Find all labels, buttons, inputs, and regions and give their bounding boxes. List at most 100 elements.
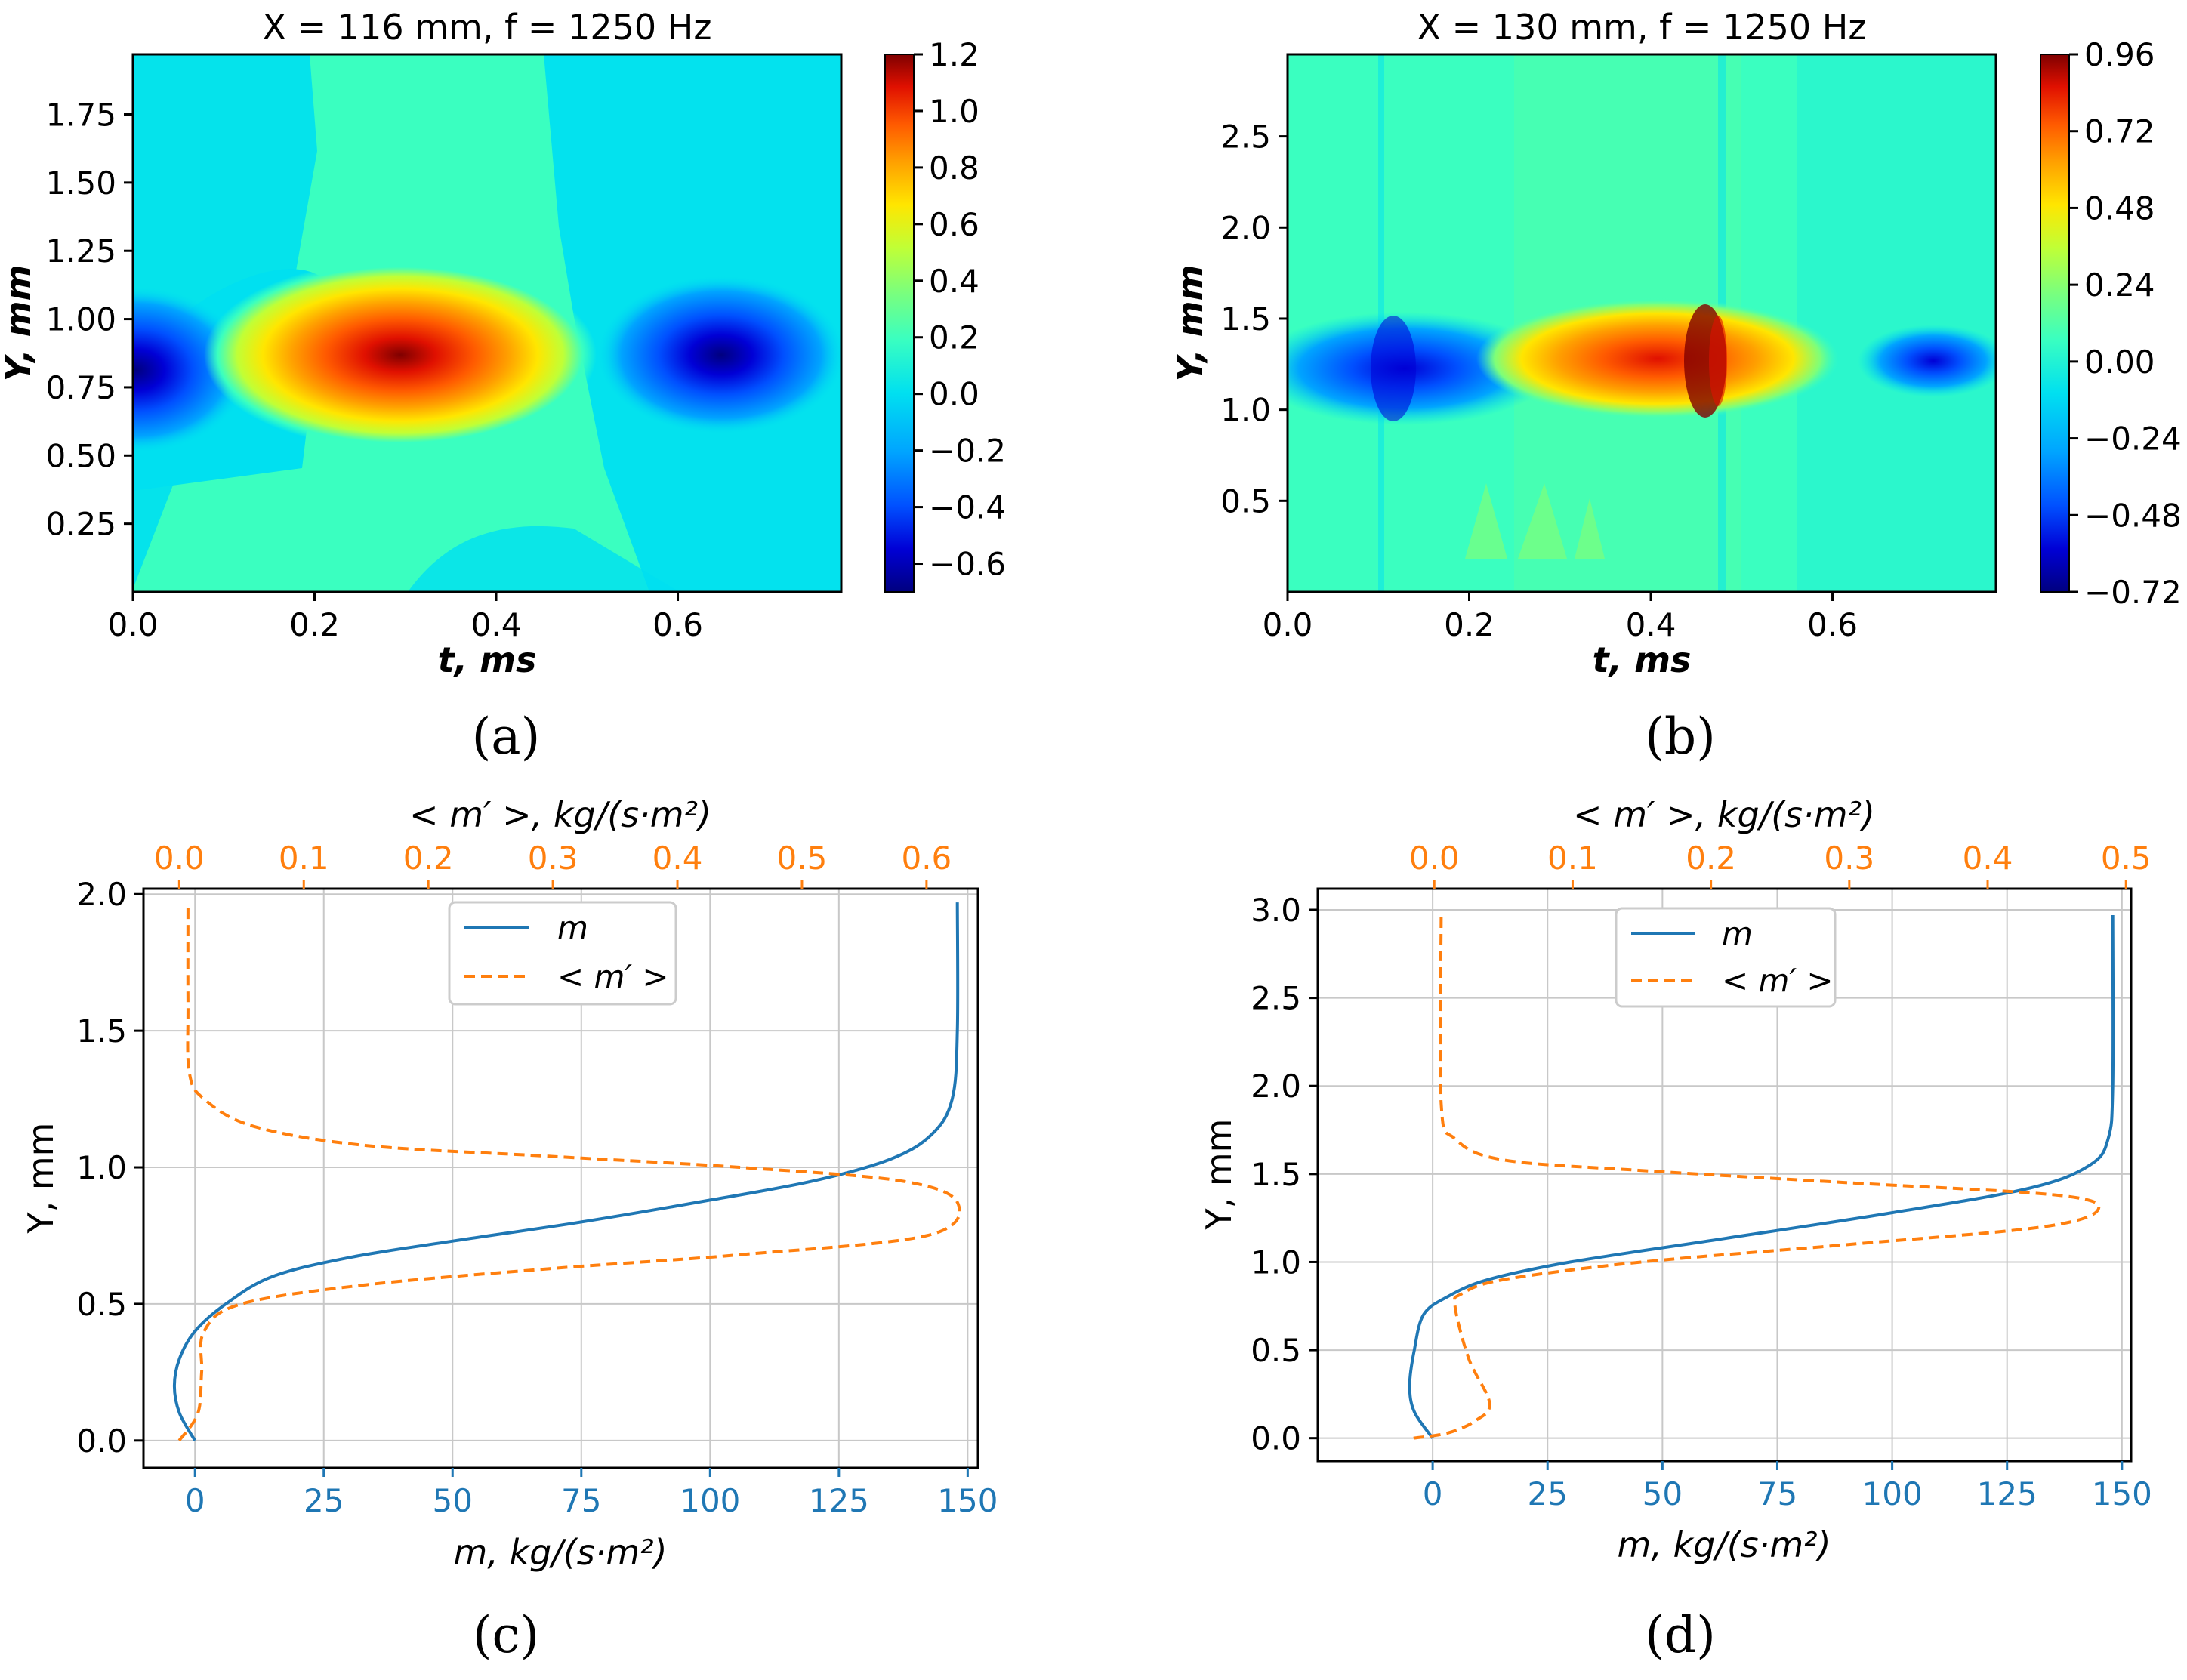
panel-c-caption: (c) xyxy=(473,1606,539,1664)
colorbar-tick-label: 0.6 xyxy=(929,206,979,243)
panel-b-colorbar-ticks: −0.72 −0.48 −0.24 0.00 0.24 0.48 0.72 0.96 xyxy=(2069,36,2182,611)
panel-a-colorbar-ticks: −0.6 −0.4 −0.2 0.0 0.2 0.4 0.6 0.8 1.0 1.2 xyxy=(914,36,1006,583)
series-m-line xyxy=(1408,914,2115,1439)
panel-b-field xyxy=(1288,54,1996,592)
panel-a-caption: (a) xyxy=(472,707,541,766)
x-tick-label: 0.0 xyxy=(108,606,159,643)
y-tick-label: 1.25 xyxy=(45,233,116,270)
x2-tick-label: 0.5 xyxy=(777,840,828,877)
colorbar-tick-label: 0.00 xyxy=(2084,344,2155,381)
colorbar-tick-label: −0.24 xyxy=(2084,421,2182,458)
panel-a-frame xyxy=(131,53,843,593)
x-tick-label: 0.4 xyxy=(471,606,522,643)
y-tick-label: 0.5 xyxy=(1220,482,1271,519)
x2-tick-label: 0.0 xyxy=(1409,840,1460,877)
panel-c-frame xyxy=(142,887,979,1469)
panel-c-ylabel: Y, mm xyxy=(20,1123,61,1235)
x-tick-label: 0.4 xyxy=(1626,606,1676,643)
series-m-prime-line xyxy=(177,902,961,1442)
x-tick-label: 0 xyxy=(185,1482,205,1519)
panel-a-heatmap: X = 116 mm, f = 1250 Hz 0.0 0.2 0.4 0.6 0.25… xyxy=(0,7,1006,766)
panel-d-legend: m < m′ > xyxy=(1615,907,1837,1008)
colorbar-tick-label: −0.48 xyxy=(2084,497,2182,534)
y-tick-label: 0.5 xyxy=(76,1286,127,1323)
y-tick-label: 2.0 xyxy=(76,876,127,913)
x-tick-label: 0.6 xyxy=(1807,606,1858,643)
x2-tick-label: 0.0 xyxy=(154,840,205,877)
y-tick-label: 1.0 xyxy=(76,1149,127,1186)
panel-d-xlabel: m, kg/(s·m²) xyxy=(1617,1524,1831,1565)
colorbar-tick-label: 0.24 xyxy=(2084,267,2155,304)
y-tick-label: 1.5 xyxy=(76,1013,127,1050)
x-tick-label: 100 xyxy=(680,1482,740,1519)
x-tick-label: 0.0 xyxy=(1263,606,1313,643)
panel-d-line-chart: 0 25 50 75 100 125 150 0.0 0.1 0.2 0.3 0.4 0.5 0.0 0.5… xyxy=(1198,794,2152,1664)
colorbar-tick-label: 0.0 xyxy=(929,376,979,413)
y-tick-label: 0.0 xyxy=(1251,1420,1301,1457)
y-tick-label: 1.5 xyxy=(1220,301,1271,338)
x2-tick-label: 0.4 xyxy=(1963,840,2013,877)
panel-c-x2label: < m′ >, kg/(s·m²) xyxy=(409,794,711,835)
panel-b-title: X = 130 mm, f = 1250 Hz xyxy=(1417,7,1867,48)
panel-c-legend: m < m′ > xyxy=(448,901,677,1006)
panel-d-ylabel: Y, mm xyxy=(1198,1119,1239,1231)
y-tick-label: 0.50 xyxy=(45,437,116,474)
panel-b-ylabel: Y, mm xyxy=(1170,264,1211,381)
colorbar-tick-label: 0.96 xyxy=(2084,36,2155,73)
x-tick-label: 150 xyxy=(937,1482,998,1519)
y-tick-label: 1.5 xyxy=(1251,1156,1301,1193)
legend-label-m: m xyxy=(1722,915,1753,952)
y-tick-label: 2.5 xyxy=(1220,119,1271,156)
y-tick-label: 2.5 xyxy=(1251,980,1301,1017)
x2-tick-label: 0.5 xyxy=(2101,840,2152,877)
x-tick-label: 0.2 xyxy=(1444,606,1495,643)
panel-c-line-chart: 0 25 50 75 100 125 150 0.0 0.1 0.2 0.3 0.4 0.5 0.6 0.0… xyxy=(20,794,998,1664)
x-tick-label: 75 xyxy=(1757,1475,1797,1512)
x2-tick-label: 0.3 xyxy=(528,840,578,877)
y-tick-label: 3.0 xyxy=(1251,892,1301,929)
panel-a-title: X = 116 mm, f = 1250 Hz xyxy=(263,7,712,48)
x-tick-label: 0.2 xyxy=(289,606,340,643)
panel-b-axes: 0.0 0.2 0.4 0.6 0.5 1.0 1.5 2.0 2.5 xyxy=(1220,119,1858,643)
x2-tick-label: 0.6 xyxy=(901,840,952,877)
colorbar-tick-label: 0.8 xyxy=(929,150,979,186)
panel-c-axes: 0 25 50 75 100 125 150 0.0 0.1 0.2 0.3 0.4 0.5 0.6 0.0… xyxy=(76,840,998,1519)
colorbar-tick-label: −0.72 xyxy=(2084,574,2182,611)
y-tick-label: 1.00 xyxy=(45,301,116,338)
x-tick-label: 75 xyxy=(561,1482,601,1519)
x2-tick-label: 0.1 xyxy=(279,840,329,877)
colorbar-tick-label: 0.2 xyxy=(929,319,979,356)
colorbar-tick-label: −0.4 xyxy=(929,489,1006,526)
panel-b-frame xyxy=(1286,53,1997,593)
y-tick-label: 0.75 xyxy=(45,369,116,406)
colorbar-tick-label: 0.4 xyxy=(929,263,979,300)
x-tick-label: 25 xyxy=(1528,1475,1568,1512)
y-tick-label: 0.25 xyxy=(45,506,116,543)
y-tick-label: 1.75 xyxy=(45,97,116,134)
colorbar-tick-label: 1.0 xyxy=(929,93,979,130)
x-tick-label: 50 xyxy=(433,1482,473,1519)
y-tick-label: 0.5 xyxy=(1251,1332,1301,1369)
x-tick-label: 150 xyxy=(2092,1475,2152,1512)
series-m-line xyxy=(172,902,960,1441)
colorbar-tick-label: 0.48 xyxy=(2084,190,2155,227)
panel-d-caption: (d) xyxy=(1645,1606,1716,1664)
panel-b-caption: (b) xyxy=(1645,707,1716,766)
x2-tick-label: 0.4 xyxy=(652,840,703,877)
x2-tick-label: 0.3 xyxy=(1824,840,1874,877)
panel-a-xlabel: t, ms xyxy=(438,640,537,680)
x2-tick-label: 0.2 xyxy=(403,840,454,877)
colorbar-tick-label: −0.6 xyxy=(929,546,1006,583)
y-tick-label: 1.0 xyxy=(1220,392,1271,429)
panel-a-axes: 0.0 0.2 0.4 0.6 0.25 0.50 0.75 1.00 1.25 1.50 1.75 xyxy=(45,97,702,643)
colorbar-tick-label: −0.2 xyxy=(929,433,1006,470)
legend-label-m: m xyxy=(557,909,588,946)
series-m-prime-line xyxy=(1413,914,2101,1440)
panel-d-series xyxy=(1408,914,2115,1440)
panel-d-axes: 0 25 50 75 100 125 150 0.0 0.1 0.2 0.3 0.4 0.5 0.0 0.5… xyxy=(1251,840,2152,1512)
panel-d-x2label: < m′ >, kg/(s·m²) xyxy=(1573,794,1875,835)
y-tick-label: 0.0 xyxy=(76,1423,127,1460)
x-tick-label: 125 xyxy=(1977,1475,2037,1512)
y-tick-label: 2.0 xyxy=(1220,209,1271,246)
